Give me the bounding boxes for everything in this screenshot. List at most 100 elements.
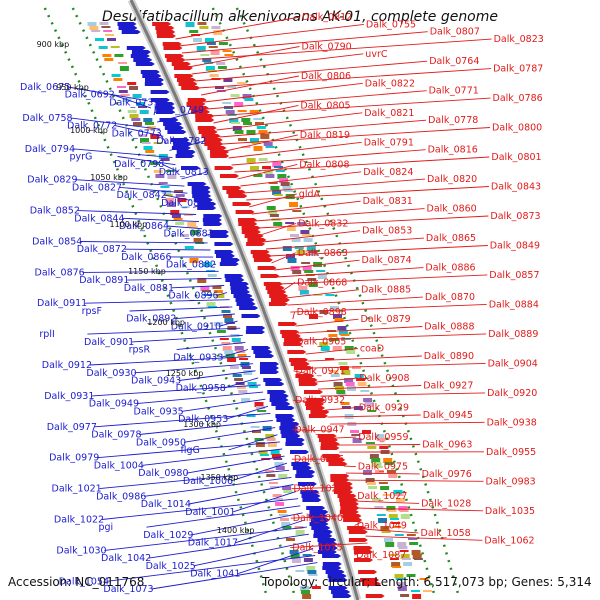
gene-label-reverse[interactable]: Dalk_1004: [94, 460, 144, 471]
gene-label-forward[interactable]: Dalk_0975: [358, 462, 408, 473]
gene-label-forward[interactable]: Dalk_0755: [366, 19, 416, 30]
gene-label-forward[interactable]: Dalk_0821: [364, 108, 414, 119]
gene-label-reverse[interactable]: Dalk_0739: [109, 97, 159, 108]
gene-label-forward[interactable]: Dalk_0816: [428, 145, 478, 156]
gene-label-forward[interactable]: Dalk_0843: [491, 182, 541, 193]
gene-label-reverse[interactable]: rpsR: [129, 345, 151, 356]
gene-label-reverse[interactable]: Dalk_1029: [143, 530, 193, 541]
gene-label-forward[interactable]: Dalk_0820: [427, 174, 477, 185]
gene-label-forward[interactable]: gldA: [299, 189, 321, 200]
gene-label-reverse[interactable]: Dalk_0842: [117, 190, 167, 201]
gene-label-forward[interactable]: Dalk_1049: [357, 521, 407, 532]
gene-label-forward[interactable]: Dalk_0863: [298, 248, 348, 259]
gene-label-forward[interactable]: Dalk_0790: [302, 42, 352, 53]
gene-label-reverse[interactable]: Dalk_0912: [42, 360, 92, 371]
gene-label-reverse[interactable]: Dalk_1022: [54, 515, 104, 526]
gene-label-forward[interactable]: Dalk_0886: [425, 263, 475, 274]
gene-label-forward[interactable]: Dalk_0945: [423, 410, 473, 421]
gene-label-reverse[interactable]: Dalk_0891: [79, 275, 129, 286]
gene-label-reverse[interactable]: Dalk_1017: [188, 538, 238, 549]
gene-label-reverse[interactable]: rpsF: [82, 306, 102, 317]
gene-label-forward[interactable]: Dalk_0959: [358, 432, 408, 443]
gene-label-forward[interactable]: Dalk_0963: [422, 440, 472, 451]
gene-label-forward[interactable]: Dalk_0955: [486, 447, 536, 458]
gene-label-forward[interactable]: Dalk_0874: [362, 255, 412, 266]
gene-label-reverse[interactable]: Dalk_0773: [112, 128, 162, 139]
gene-label-forward[interactable]: Dalk_0857: [489, 270, 539, 281]
gene-label-forward[interactable]: Dalk_1026: [293, 484, 343, 495]
gene-label-forward[interactable]: Dalk_0904: [488, 358, 538, 369]
gene-label-forward[interactable]: Dalk_0812: [302, 12, 352, 23]
gene-label-reverse[interactable]: Dalk_0883: [164, 229, 214, 240]
gene-label-forward[interactable]: uvrC: [365, 49, 388, 60]
gene-label-forward[interactable]: Dalk_0819: [300, 130, 350, 141]
gene-label-forward[interactable]: Dalk_0807: [430, 27, 480, 38]
gene-label-reverse[interactable]: Dalk_0749: [154, 105, 204, 116]
gene-label-forward[interactable]: Dalk_0885: [361, 285, 411, 296]
gene-label-forward[interactable]: Dalk_1028: [421, 498, 471, 509]
gene-label-forward[interactable]: Dalk_0808: [299, 159, 349, 170]
gene-label-reverse[interactable]: Dalk_0876: [35, 267, 85, 278]
gene-label-forward[interactable]: Dalk_0860: [427, 204, 477, 215]
gene-label-forward[interactable]: Dalk_0832: [298, 218, 348, 229]
gene-label-forward[interactable]: Dalk_0800: [492, 123, 542, 134]
gene-label-forward[interactable]: Dalk_1040: [293, 513, 343, 524]
gene-label-forward[interactable]: Dalk_0787: [493, 64, 543, 75]
gene-label-forward[interactable]: Dalk_0889: [488, 329, 538, 340]
gene-label-forward[interactable]: Dalk_0873: [490, 211, 540, 222]
gene-label-forward[interactable]: Dalk_0786: [493, 93, 543, 104]
gene-label-forward[interactable]: Dalk_0983: [486, 476, 536, 487]
gene-label-forward[interactable]: Dalk_0791: [364, 137, 414, 148]
gene-label-reverse[interactable]: Dalk_0782: [156, 136, 206, 147]
gene-label-reverse[interactable]: Dalk_0852: [30, 206, 80, 217]
gene-label-reverse[interactable]: Dalk_0798: [114, 159, 164, 170]
gene-label-reverse[interactable]: Dalk_0827: [72, 182, 122, 193]
gene-label-forward[interactable]: Dalk_0764: [429, 56, 479, 67]
gene-label-reverse[interactable]: Dalk_1006: [183, 476, 233, 487]
gene-label-forward[interactable]: Dalk_0806: [301, 71, 351, 82]
gene-label-forward[interactable]: Dalk_0771: [429, 86, 479, 97]
gene-label-forward[interactable]: Dalk_0905: [296, 336, 346, 347]
gene-label-forward[interactable]: Dalk_0849: [490, 241, 540, 252]
gene-label-forward[interactable]: Dalk_0824: [363, 167, 413, 178]
gene-label-reverse[interactable]: Dalk_0872: [77, 244, 127, 255]
gene-label-forward[interactable]: Dalk_0879: [361, 314, 411, 325]
gene-label-forward[interactable]: Dalk_0929: [359, 403, 409, 414]
gene-label-reverse[interactable]: Dalk_0979: [49, 453, 99, 464]
gene-label-reverse[interactable]: Dalk_1042: [101, 553, 151, 564]
gene-label-reverse[interactable]: Dalk_0829: [27, 175, 77, 186]
gene-label-forward[interactable]: Dalk_1027: [357, 491, 407, 502]
gene-label-reverse[interactable]: Dalk_0935: [134, 406, 184, 417]
gene-label-forward[interactable]: Dalk_0898: [297, 307, 347, 318]
gene-label-reverse[interactable]: Dalk_0958: [176, 383, 226, 394]
gene-label-reverse[interactable]: Dalk_0933: [173, 352, 223, 363]
gene-label-reverse[interactable]: Dalk_0794: [25, 144, 75, 155]
gene-label-reverse[interactable]: pyrG: [70, 152, 93, 163]
gene-label-forward[interactable]: Dalk_0966: [294, 454, 344, 465]
gene-label-reverse[interactable]: Dalk_1001: [185, 507, 235, 518]
gene-label-forward[interactable]: Dalk_0870: [425, 292, 475, 303]
gene-label-forward[interactable]: Dalk_0868: [297, 277, 347, 288]
gene-label-forward[interactable]: Dalk_1062: [484, 535, 534, 546]
gene-label-forward[interactable]: Dalk_0853: [362, 226, 412, 237]
gene-label-reverse[interactable]: Dalk_0881: [124, 283, 174, 294]
gene-label-reverse[interactable]: Dalk_0986: [96, 491, 146, 502]
gene-label-reverse[interactable]: Dalk_0943: [131, 376, 181, 387]
gene-label-reverse[interactable]: Dalk_1041: [190, 569, 240, 580]
gene-label-reverse[interactable]: Dalk_0892: [126, 314, 176, 325]
gene-label-forward[interactable]: Dalk_0921: [296, 366, 346, 377]
gene-label-forward[interactable]: Dalk_0822: [365, 78, 415, 89]
gene-label-reverse[interactable]: Dalk_1025: [146, 561, 196, 572]
gene-label-forward[interactable]: Dalk_0865: [426, 233, 476, 244]
gene-label-forward[interactable]: Dalk_0831: [363, 196, 413, 207]
gene-label-reverse[interactable]: Dalk_0901: [84, 337, 134, 348]
gene-label-reverse[interactable]: Dalk_0930: [86, 368, 136, 379]
gene-label-reverse[interactable]: Dalk_0911: [37, 298, 87, 309]
gene-label-forward[interactable]: Dalk_0920: [487, 388, 537, 399]
gene-label-reverse[interactable]: Dalk_0978: [91, 430, 141, 441]
gene-label-reverse[interactable]: rplI: [39, 329, 54, 340]
gene-label-reverse[interactable]: Dalk_0931: [44, 391, 94, 402]
gene-label-reverse[interactable]: Dalk_0772: [67, 121, 117, 132]
gene-label-reverse[interactable]: Dalk_1030: [56, 545, 106, 556]
gene-label-reverse[interactable]: Dalk_0830: [161, 198, 211, 209]
